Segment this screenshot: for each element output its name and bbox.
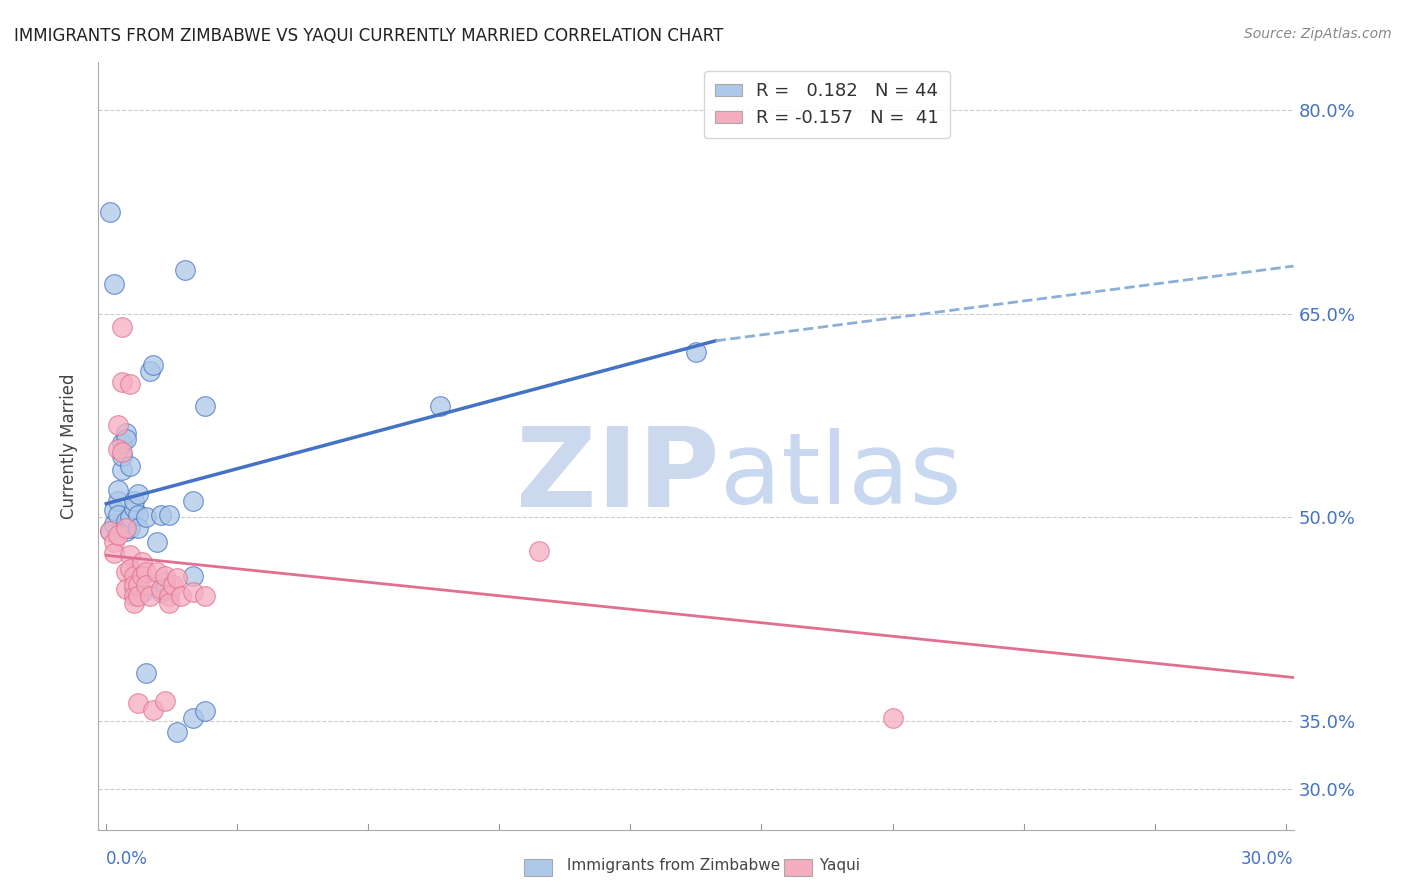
Point (155, 568, 177, 582)
Point (170, 589, 193, 603)
Point (122, 589, 145, 603)
Point (135, 565, 157, 579)
Point (103, 517, 125, 532)
Point (127, 521, 149, 535)
Point (131, 585, 153, 599)
Point (131, 555, 153, 569)
Point (150, 585, 173, 599)
Point (118, 510, 141, 524)
Point (111, 463, 134, 477)
Point (181, 568, 204, 582)
Point (127, 508, 149, 522)
Point (142, 358, 165, 372)
Point (98, 524, 121, 538)
Point (166, 724, 188, 739)
Point (193, 399, 215, 413)
Point (115, 432, 138, 446)
Point (138, 364, 160, 378)
Point (103, 503, 125, 517)
Point (174, 263, 197, 277)
Point (157, 596, 180, 610)
Point (115, 521, 138, 535)
Point (150, 508, 173, 522)
Point (107, 483, 129, 497)
Point (135, 666, 157, 681)
Point (111, 320, 134, 334)
Point (111, 449, 134, 463)
Text: atlas: atlas (720, 428, 962, 525)
Point (111, 375, 134, 389)
Point (157, 508, 180, 522)
Point (155, 582, 177, 597)
Point (155, 693, 177, 707)
Point (107, 442, 129, 457)
Text: ZIP: ZIP (516, 423, 720, 530)
Point (181, 585, 204, 599)
Text: 0.0%: 0.0% (107, 850, 148, 868)
Point (118, 377, 141, 392)
Point (118, 521, 141, 535)
Point (115, 565, 138, 579)
Point (107, 528, 129, 542)
Point (118, 549, 141, 563)
Point (115, 582, 138, 597)
Text: 30.0%: 30.0% (1241, 850, 1294, 868)
Point (127, 589, 149, 603)
Legend: R =   0.182   N = 44, R = -0.157   N =  41: R = 0.182 N = 44, R = -0.157 N = 41 (704, 71, 950, 138)
Point (118, 562, 141, 576)
FancyBboxPatch shape (524, 858, 551, 876)
Point (135, 510, 157, 524)
Point (131, 568, 153, 582)
Point (127, 696, 149, 710)
Text: Source: ZipAtlas.com: Source: ZipAtlas.com (1244, 27, 1392, 41)
Point (527, 544, 550, 558)
Point (122, 578, 145, 592)
Point (193, 589, 215, 603)
Point (162, 578, 184, 592)
Point (111, 445, 134, 459)
Point (115, 514, 138, 528)
Point (122, 500, 145, 515)
Point (107, 417, 129, 432)
Point (181, 711, 204, 725)
Point (142, 703, 165, 717)
Point (193, 705, 215, 719)
Point (155, 575, 177, 590)
Point (122, 596, 145, 610)
Point (118, 458, 141, 473)
Y-axis label: Currently Married: Currently Married (59, 373, 77, 519)
Point (685, 344, 707, 359)
Point (111, 435, 134, 450)
Point (122, 568, 145, 582)
Point (103, 545, 125, 559)
Text: IMMIGRANTS FROM ZIMBABWE VS YAQUI CURRENTLY MARRIED CORRELATION CHART: IMMIGRANTS FROM ZIMBABWE VS YAQUI CURREN… (14, 27, 724, 45)
Point (146, 565, 169, 579)
Point (127, 578, 149, 592)
Point (103, 534, 125, 549)
Point (98, 524, 121, 538)
Point (157, 589, 180, 603)
Point (122, 581, 145, 595)
Text: Yaqui: Yaqui (815, 858, 860, 872)
Point (882, 711, 904, 725)
Point (135, 578, 157, 592)
Point (127, 487, 149, 501)
Point (146, 534, 169, 549)
Point (103, 277, 125, 291)
Point (122, 494, 145, 508)
Point (98, 204, 121, 219)
Point (115, 524, 138, 538)
Point (150, 582, 173, 597)
Point (107, 494, 129, 508)
Point (107, 508, 129, 522)
Point (138, 589, 160, 603)
Point (166, 571, 188, 585)
Point (115, 426, 138, 441)
Point (181, 494, 204, 508)
FancyBboxPatch shape (785, 858, 813, 876)
Text: Immigrants from Zimbabwe: Immigrants from Zimbabwe (562, 858, 780, 872)
Point (429, 399, 451, 413)
